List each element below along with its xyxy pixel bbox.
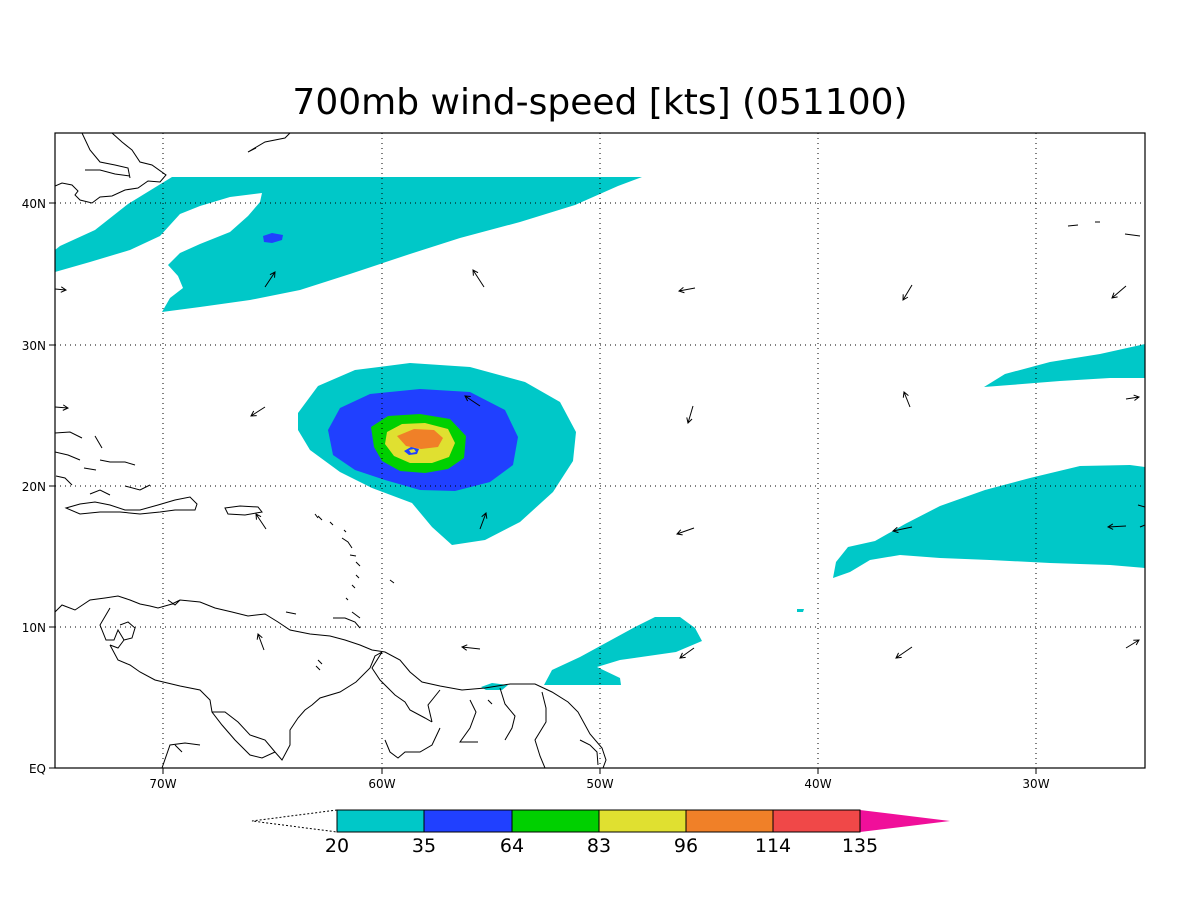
wind-vector-arrow <box>891 526 913 534</box>
coast-antilles <box>314 513 395 601</box>
wind-shading <box>55 177 1145 690</box>
colorbar-label: 135 <box>842 835 878 857</box>
wind-vector-arrow <box>464 395 481 407</box>
colorbar: 20 35 64 83 96 114 135 <box>251 809 950 857</box>
coast-borders <box>109 644 599 768</box>
coast-cuba <box>55 431 136 486</box>
map-panel <box>55 133 1145 768</box>
y-tick-label: EQ <box>29 762 46 776</box>
colorbar-segment-35 <box>424 810 512 832</box>
colorbar-segment-64 <box>512 810 599 832</box>
wind-vector-arrow <box>256 633 265 651</box>
x-tick-label: 40W <box>804 777 831 791</box>
small-patch-east <box>797 609 804 612</box>
wind-vector-arrow <box>676 527 695 536</box>
colorbar-segment-83 <box>599 810 686 832</box>
colorbar-label: 83 <box>587 835 611 857</box>
wind-vector-arrow <box>264 271 276 288</box>
wind-vector-arrow <box>686 405 694 424</box>
wind-vector-arrow <box>250 406 266 417</box>
coastlines <box>55 133 1145 768</box>
east-region-upper <box>984 344 1145 387</box>
wind-vector-arrow <box>1125 394 1141 401</box>
y-tick-label: 30N <box>22 339 46 353</box>
colorbar-segment-96 <box>686 810 773 832</box>
wind-vector-arrow <box>679 647 695 659</box>
wind-vector-arrow <box>902 391 911 408</box>
colorbar-over-triangle <box>860 810 950 832</box>
wind-vector-arrow <box>677 286 696 294</box>
wind-vector-arrow <box>1106 523 1127 530</box>
y-tick-label: 20N <box>22 480 46 494</box>
map-title: 700mb wind-speed [kts] (051100) <box>292 82 907 123</box>
coast-atlantic-islands <box>315 221 1145 705</box>
wind-vector-arrow <box>460 644 481 651</box>
wind-vectors <box>55 269 1141 659</box>
wind-vector-arrow <box>255 513 267 530</box>
y-axis-labels: EQ 10N 20N 30N 40N <box>22 197 46 776</box>
south-region <box>544 617 702 685</box>
wind-vector-arrow <box>902 284 913 301</box>
y-tick-label: 40N <box>22 197 46 211</box>
x-tick-label: 60W <box>368 777 395 791</box>
coast-south-america <box>55 595 607 768</box>
x-tick-label: 70W <box>149 777 176 791</box>
wind-vector-arrow <box>472 269 485 288</box>
colorbar-label: 20 <box>325 835 349 857</box>
colorbar-label: 35 <box>412 835 436 857</box>
wind-vector-arrow <box>1111 285 1127 299</box>
jet-core-patch <box>263 233 283 243</box>
x-axis-labels: 70W 60W 50W 40W 30W <box>149 777 1049 791</box>
x-tick-label: 30W <box>1022 777 1049 791</box>
jet-region-north <box>55 177 642 312</box>
colorbar-under-triangle <box>251 809 338 833</box>
coast-hispaniola <box>64 484 198 515</box>
storm-ring-96 <box>397 429 443 449</box>
colorbar-label: 96 <box>674 835 698 857</box>
y-tick-label: 10N <box>22 621 46 635</box>
colorbar-segment-20 <box>337 810 424 832</box>
colorbar-segment-114 <box>773 810 860 832</box>
wind-vector-arrow <box>1125 639 1140 649</box>
wind-vector-arrow <box>895 646 913 659</box>
wind-vector-arrow <box>55 404 70 411</box>
east-region-lower <box>833 465 1145 578</box>
x-tick-label: 50W <box>586 777 613 791</box>
wind-vector-arrow <box>55 286 68 293</box>
storm-eye-calm <box>409 449 416 453</box>
coast-north-america <box>55 133 291 204</box>
colorbar-label: 64 <box>500 835 524 857</box>
wind-vector-arrow <box>479 512 488 530</box>
lat-lon-grid <box>55 133 1145 768</box>
axis-ticks <box>49 202 1037 774</box>
colorbar-label: 114 <box>755 835 791 857</box>
coast-puerto-rico <box>224 505 263 516</box>
